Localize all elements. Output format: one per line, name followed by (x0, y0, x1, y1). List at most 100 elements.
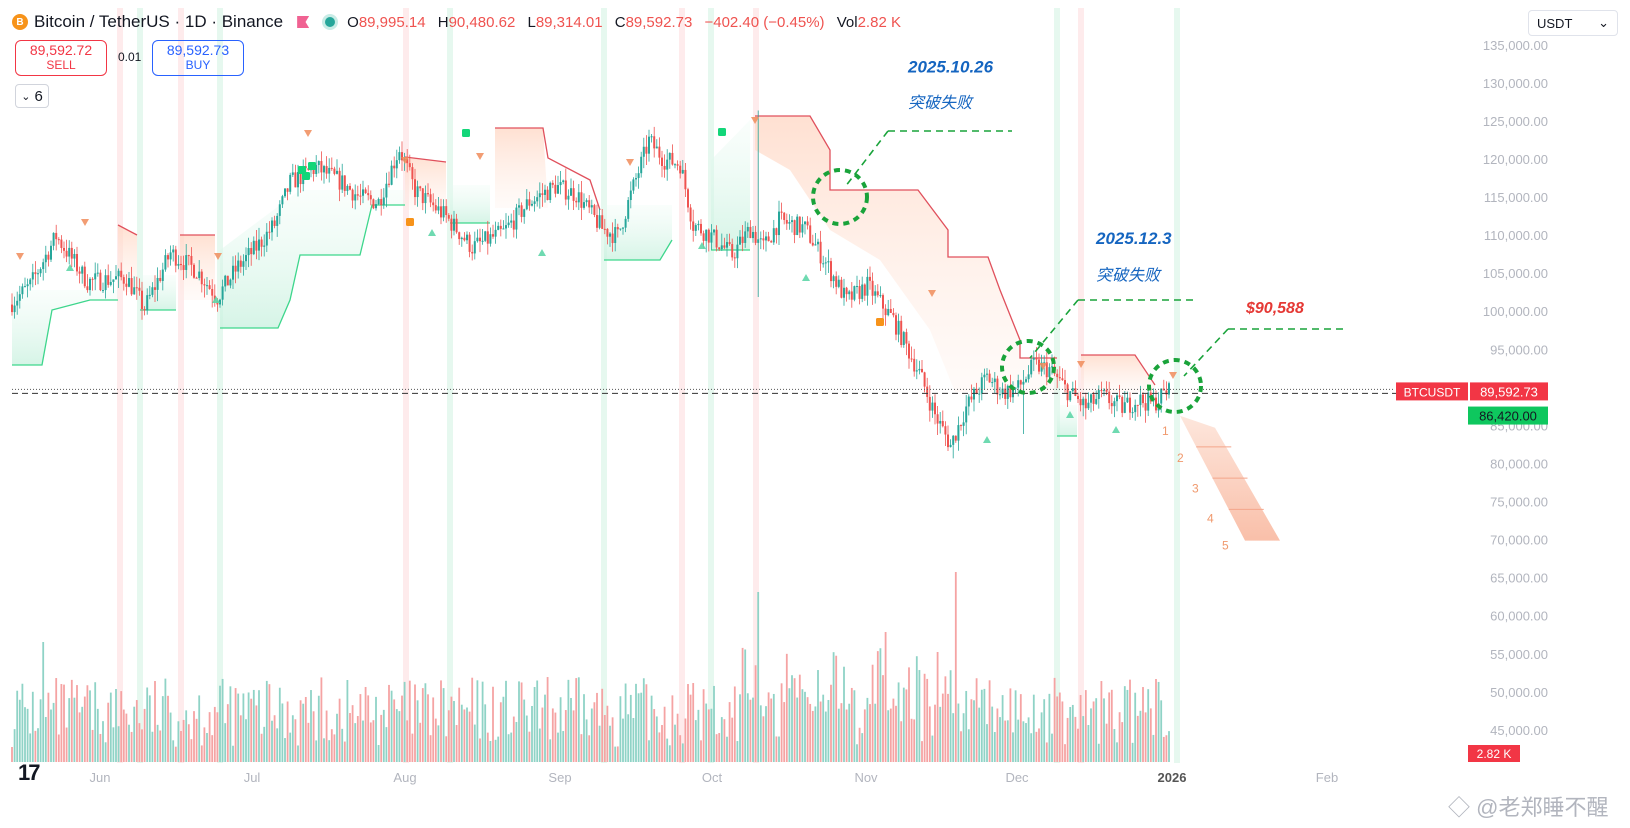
volume-bar (697, 709, 700, 762)
candle-body (674, 164, 676, 166)
y-tick-label: 60,000.00 (1490, 609, 1548, 624)
volume-bar (458, 687, 461, 762)
volume-bar (107, 702, 110, 762)
volume-bar (978, 707, 981, 762)
volume-bar (770, 698, 773, 762)
candle-body (726, 242, 728, 248)
volume-bar (970, 699, 973, 762)
buy-signal-icon (538, 249, 546, 256)
support-line (220, 204, 405, 329)
volume-bar (1118, 712, 1121, 762)
candle-body (635, 178, 637, 180)
projection-label: 3 (1192, 481, 1199, 495)
buy-button[interactable]: 89,592.73 BUY (152, 40, 244, 76)
volume-bar (42, 642, 45, 762)
volume-bar (1157, 681, 1160, 762)
candle-body (892, 312, 895, 316)
candle-body (848, 291, 851, 295)
candle-body (505, 225, 507, 229)
candle-body (219, 299, 221, 305)
volume-bar (479, 738, 481, 762)
volume-bar (104, 742, 107, 762)
candle-body (577, 192, 580, 203)
volume-bar (1032, 694, 1035, 762)
candle-body (260, 239, 263, 247)
volume-bar (570, 697, 572, 762)
candle-body (1147, 392, 1150, 411)
volume-bar (991, 706, 994, 762)
quantity-value[interactable]: 0.01 (118, 50, 142, 64)
candle-body (915, 370, 918, 372)
volume-bar (1129, 679, 1131, 762)
signal-band (708, 8, 714, 763)
sell-button[interactable]: 89,592.72 SELL (15, 40, 107, 76)
volume-bar (986, 724, 988, 762)
symbol-title[interactable]: Bitcoin / TetherUS · 1D · Binance (34, 12, 284, 31)
sell-signal-icon (16, 253, 24, 260)
volume-bar (1134, 692, 1137, 762)
volume-bar (947, 693, 949, 762)
volume-bar (512, 716, 515, 762)
candle-body (718, 247, 721, 250)
symbol-badge-text: BTCUSDT (1404, 385, 1461, 399)
candle-body (684, 169, 687, 190)
highlight-circle (1147, 358, 1203, 414)
volume-bar (551, 708, 554, 762)
volume-bar (489, 740, 492, 762)
volume-bar (952, 713, 955, 762)
change-value: −402.40 (−0.45%) (704, 13, 825, 31)
candle-body (117, 270, 120, 277)
volume-bar (897, 682, 900, 762)
candle-body (993, 378, 996, 383)
volume-bar (619, 696, 622, 762)
volume-bar (289, 732, 292, 762)
volume-bar (484, 704, 487, 762)
candle-body (512, 220, 515, 230)
volume-bar (676, 713, 679, 762)
candle-body (640, 156, 643, 174)
volume-bar (1038, 728, 1040, 762)
sell-signal-icon (626, 159, 634, 166)
volume-bar (330, 729, 333, 762)
tradingview-logo: 17 (18, 760, 41, 785)
volume-bar (1048, 693, 1051, 762)
candle-body (913, 358, 916, 372)
candle-body (926, 386, 929, 397)
volume-bar (993, 732, 996, 762)
candle-body (476, 237, 479, 242)
currency-select[interactable]: USDT ⌄ (1528, 10, 1618, 36)
candle-body (1108, 391, 1111, 404)
candle-body (450, 218, 453, 231)
candle-body (941, 421, 944, 427)
candle-body (967, 396, 970, 407)
volume-bar (559, 697, 562, 762)
candle-body (606, 228, 609, 237)
candle-body (52, 232, 55, 246)
volume-bar (70, 679, 73, 762)
volume-bar (135, 700, 138, 762)
candle-body (1012, 387, 1014, 398)
buy-signal-icon (1066, 411, 1074, 418)
volume-bar (13, 729, 16, 762)
indicators-toggle[interactable]: ⌄ 6 (15, 84, 49, 108)
candle-body (172, 249, 175, 253)
candle-body (107, 275, 110, 285)
candle-body (91, 278, 94, 280)
buy-square-icon (308, 162, 316, 170)
candle-body (445, 206, 448, 216)
volume-bar (546, 677, 549, 762)
candle-body (923, 372, 926, 387)
volume-bar (294, 719, 297, 762)
candle-body (356, 194, 359, 196)
volume-bar (804, 691, 806, 762)
candle-body (1155, 397, 1157, 411)
volume-bar (177, 721, 180, 762)
resistance-line (1081, 354, 1156, 386)
open-value: 89,995.14 (358, 13, 426, 31)
candle-body (1001, 388, 1004, 395)
candle-body (562, 180, 565, 183)
candle-body (320, 161, 323, 173)
volume-bars (11, 572, 1170, 762)
flag-icon[interactable] (297, 16, 310, 28)
